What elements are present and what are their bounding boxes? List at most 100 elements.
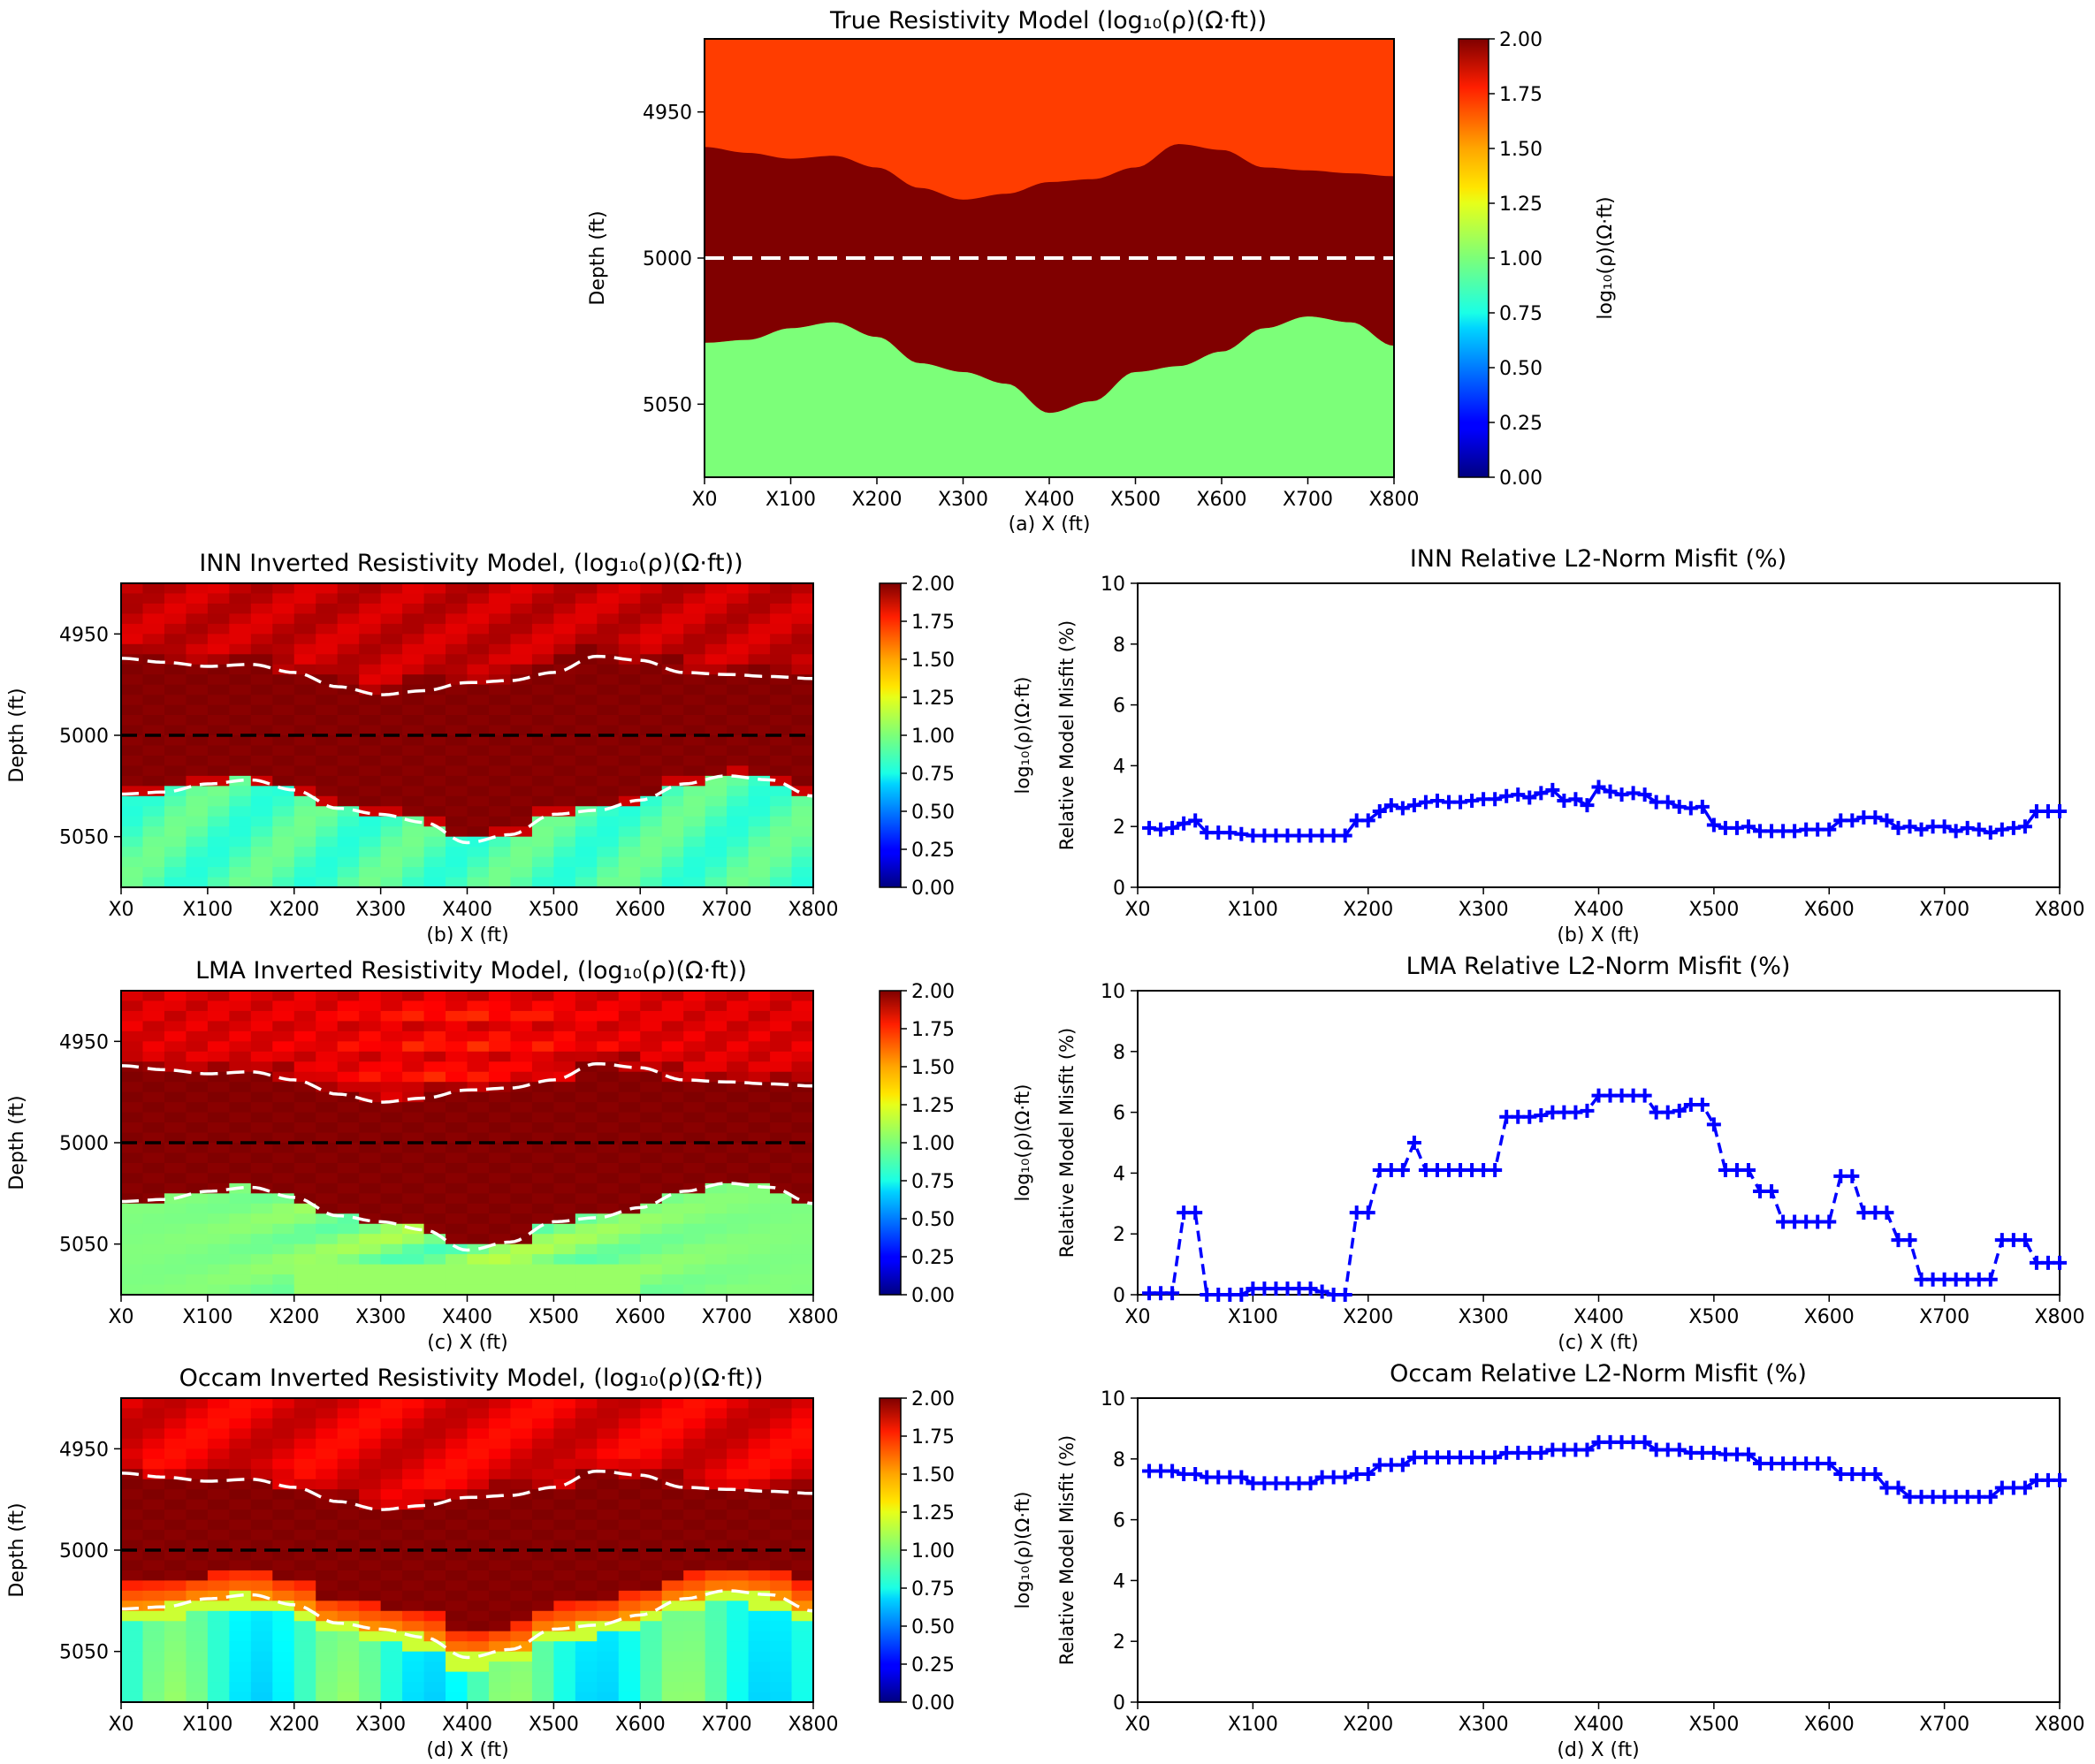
- heatmap-cell: [467, 786, 490, 797]
- heatmap-cell: [186, 795, 209, 807]
- heatmap-cell: [510, 1173, 533, 1184]
- heatmap-cell: [748, 704, 771, 716]
- heatmap-cell: [164, 867, 187, 878]
- heatmap-cell: [661, 1438, 684, 1449]
- heatmap-cell: [618, 765, 641, 777]
- heatmap-cell: [337, 1021, 360, 1032]
- heatmap-cell: [337, 1122, 360, 1134]
- heatmap-cell: [748, 1458, 771, 1470]
- heatmap-cell: [618, 1418, 641, 1429]
- heatmap-cell: [446, 1651, 469, 1662]
- heatmap-cell: [446, 1112, 469, 1123]
- heatmap-cell: [402, 1082, 425, 1093]
- heatmap-cell: [380, 1631, 403, 1642]
- panel-b-ylabel: Depth (ft): [6, 688, 28, 782]
- heatmap-cell: [207, 583, 230, 595]
- panel-d-ytick-label: 5050: [59, 1642, 109, 1664]
- heatmap-cell: [207, 1254, 230, 1266]
- heatmap-cell: [121, 623, 144, 635]
- heatmap-cell: [423, 1041, 446, 1053]
- heatmap-cell: [142, 1182, 165, 1194]
- heatmap-cell: [250, 1408, 273, 1419]
- heatmap-cell: [423, 1438, 446, 1449]
- heatmap-cell: [727, 1651, 750, 1662]
- heatmap-cell: [446, 1030, 469, 1042]
- heatmap-cell: [597, 1621, 620, 1632]
- heatmap-cell: [446, 795, 469, 807]
- heatmap-cell: [207, 1243, 230, 1255]
- heatmap-cell: [121, 795, 144, 807]
- heatmap-cell: [661, 745, 684, 757]
- heatmap-cell: [553, 1082, 576, 1093]
- heatmap-cell: [727, 593, 750, 604]
- heatmap-cell: [142, 1203, 165, 1214]
- heatmap-cell: [446, 1021, 469, 1032]
- heatmap-cell: [618, 1631, 641, 1642]
- heatmap-cell: [618, 775, 641, 787]
- heatmap-cell: [467, 1550, 490, 1562]
- heatmap-cell: [380, 1234, 403, 1245]
- heatmap-cell: [316, 1203, 339, 1214]
- heatmap-cell: [229, 583, 252, 595]
- heatmap-cell: [467, 1408, 490, 1419]
- heatmap-cell: [186, 1580, 209, 1592]
- heatmap-cell: [380, 1030, 403, 1042]
- heatmap-cell: [770, 1560, 793, 1571]
- heatmap-cell: [575, 634, 598, 645]
- heatmap-cell: [446, 1631, 469, 1642]
- heatmap-cell: [575, 1203, 598, 1214]
- heatmap-cell: [791, 603, 814, 614]
- heatmap-cell: [446, 836, 469, 848]
- heatmap-cell: [164, 603, 187, 614]
- heatmap-cell: [402, 715, 425, 726]
- heatmap-cell: [207, 1284, 230, 1296]
- heatmap-cell: [683, 1264, 706, 1275]
- heatmap-cell: [488, 867, 512, 878]
- heatmap-cell: [618, 1408, 641, 1419]
- heatmap-cell: [186, 836, 209, 848]
- heatmap-cell: [791, 826, 814, 838]
- heatmap-cell: [423, 795, 446, 807]
- heatmap-cell: [467, 1051, 490, 1062]
- heatmap-cell: [531, 775, 554, 787]
- heatmap-cell: [467, 775, 490, 787]
- heatmap-cell: [488, 1000, 512, 1012]
- heatmap-cell: [531, 1051, 554, 1062]
- heatmap-cell: [359, 583, 382, 595]
- heatmap-cell: [575, 603, 598, 614]
- heatmap-cell: [337, 1071, 360, 1083]
- heatmap-cell: [770, 786, 793, 797]
- heatmap-cell: [316, 695, 339, 706]
- heatmap-cell: [510, 1448, 533, 1460]
- heatmap-cell: [791, 836, 814, 848]
- heatmap-cell: [531, 1601, 554, 1612]
- heatmap-cell: [705, 1682, 728, 1693]
- heatmap-cell: [467, 1590, 490, 1601]
- heatmap-cell: [553, 603, 576, 614]
- heatmap-cell: [575, 856, 598, 868]
- heatmap-cell: [164, 695, 187, 706]
- heatmap-cell: [250, 836, 273, 848]
- heatmap-cell: [446, 1682, 469, 1693]
- heatmap-cell: [488, 806, 512, 817]
- heatmap-cell: [359, 1519, 382, 1531]
- heatmap-cell: [661, 674, 684, 686]
- heatmap-cell: [337, 1408, 360, 1419]
- panel-a-xtick-label: X200: [851, 489, 902, 511]
- heatmap-cell: [446, 583, 469, 595]
- misfit-point: [1868, 1467, 1883, 1481]
- heatmap-cell: [553, 1051, 576, 1062]
- heatmap-cell: [186, 725, 209, 736]
- heatmap-cell: [531, 1021, 554, 1032]
- heatmap-cell: [791, 1580, 814, 1592]
- heatmap-cell: [791, 1182, 814, 1194]
- heatmap-cell: [293, 1264, 316, 1275]
- heatmap-cell: [597, 786, 620, 797]
- heatmap-cell: [446, 593, 469, 604]
- heatmap-cell: [553, 1030, 576, 1042]
- heatmap-cell: [337, 1661, 360, 1673]
- heatmap-cell: [207, 1661, 230, 1673]
- heatmap-cell: [337, 795, 360, 807]
- heatmap-cell: [618, 1122, 641, 1134]
- heatmap-cell: [791, 1254, 814, 1266]
